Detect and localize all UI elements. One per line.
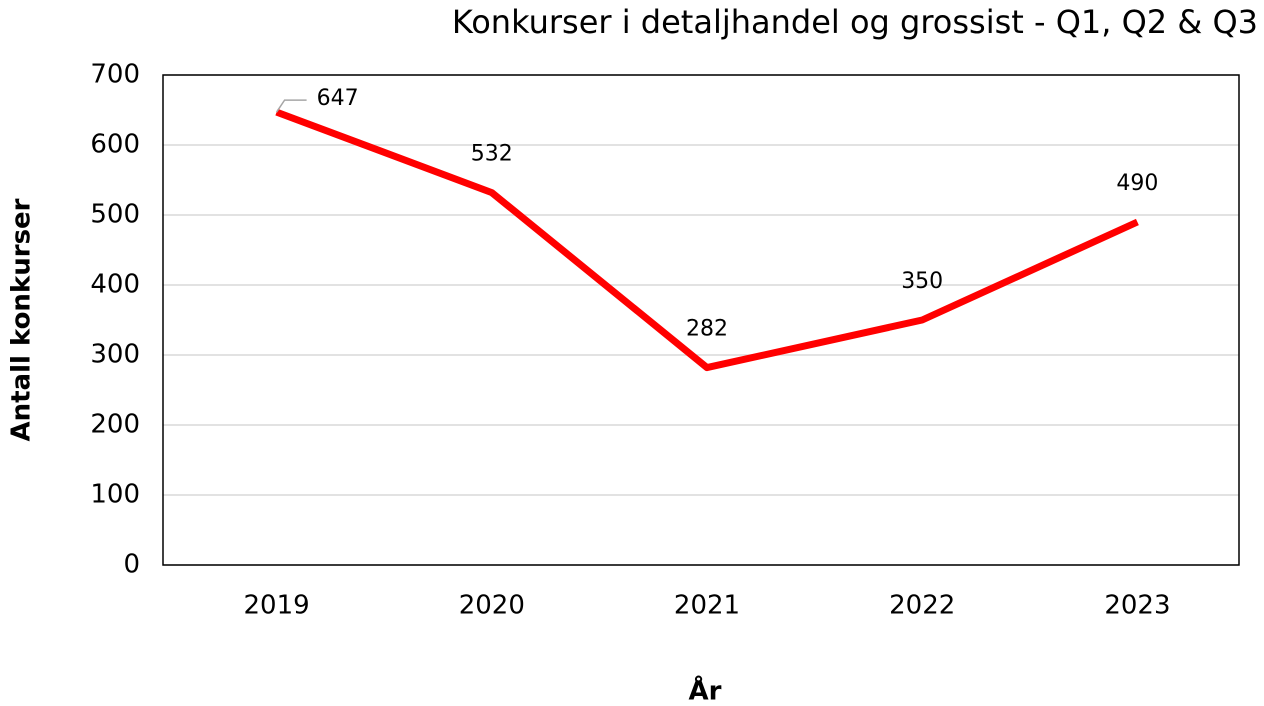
chart-title: Konkurser i detaljhandel og grossist - Q… xyxy=(452,3,1258,41)
data-label: 350 xyxy=(901,269,943,294)
y-axis-label: Antall konkurser xyxy=(7,198,37,441)
leader-line xyxy=(275,99,307,113)
y-tick-label: 600 xyxy=(90,130,140,160)
plot-border xyxy=(162,74,1240,566)
y-tick-label: 400 xyxy=(90,270,140,300)
data-label: 532 xyxy=(471,142,513,167)
y-tick-label: 100 xyxy=(90,480,140,510)
data-label: 282 xyxy=(686,317,728,342)
y-tick-label: 700 xyxy=(90,60,140,90)
y-tick-label: 200 xyxy=(90,410,140,440)
data-label: 490 xyxy=(1116,171,1158,196)
x-axis-label: År xyxy=(689,675,722,706)
y-tick-label: 500 xyxy=(90,200,140,230)
y-tick-label: 300 xyxy=(90,340,140,370)
x-tick-label: 2021 xyxy=(674,591,740,621)
data-label: 647 xyxy=(317,86,359,111)
x-tick-label: 2023 xyxy=(1104,591,1170,621)
x-tick-label: 2022 xyxy=(889,591,955,621)
x-tick-label: 2020 xyxy=(459,591,525,621)
line xyxy=(275,108,1139,372)
x-tick-label: 2019 xyxy=(244,591,310,621)
y-tick-label: 0 xyxy=(123,550,140,580)
